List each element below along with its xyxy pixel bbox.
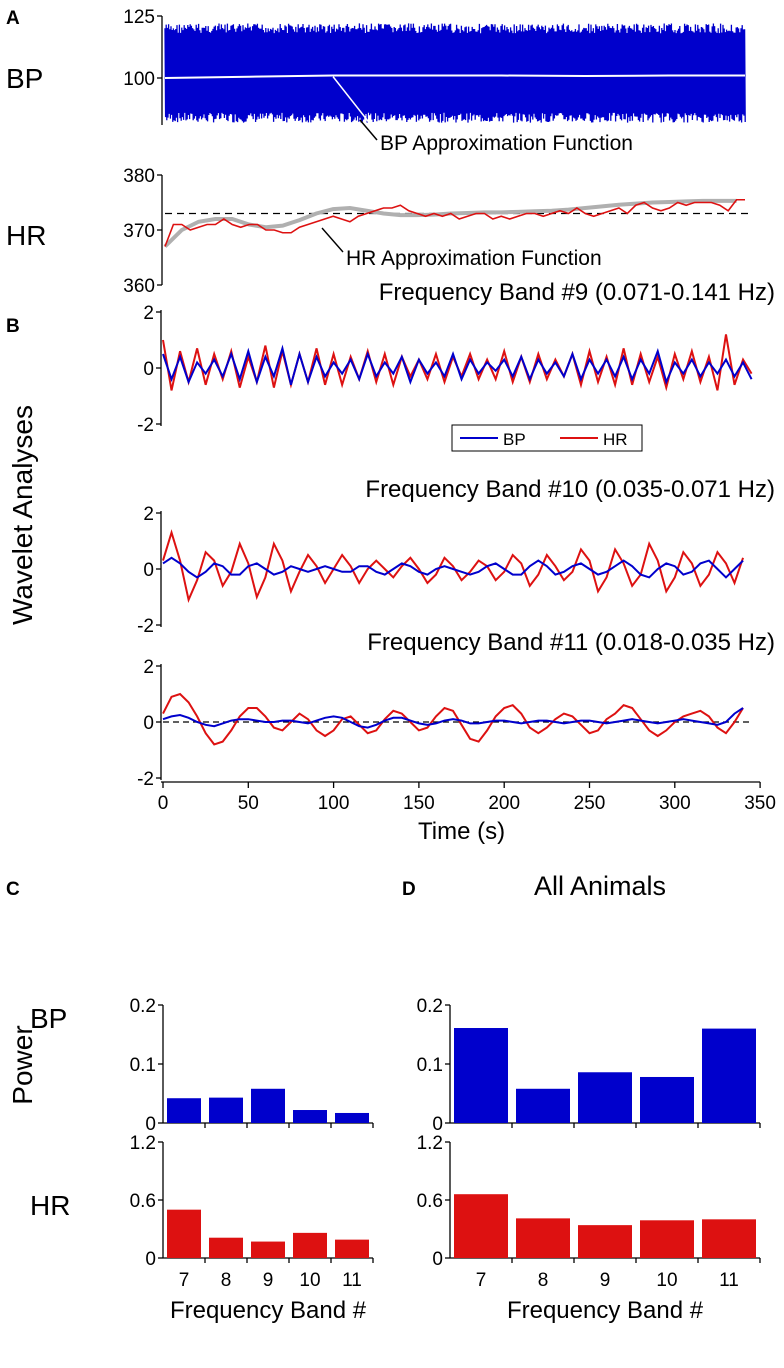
c-hr-bar-9 <box>251 1241 285 1258</box>
c-hr-x-tick-label: 10 <box>299 1270 320 1291</box>
bp-raw-y-tick-label: 125 <box>123 7 155 28</box>
legend-bp-label: BP <box>503 430 526 449</box>
bp-approximation-line <box>164 74 745 79</box>
band11-hr-line <box>162 692 744 746</box>
time-x-tick-label: 100 <box>318 793 350 814</box>
c-bp-row-label: BP <box>30 1003 67 1034</box>
c-bp-bar-11 <box>335 1112 369 1123</box>
time-x-tick-label: 350 <box>744 793 776 814</box>
d-hr-bar-10 <box>640 1220 694 1258</box>
c-hr-x-tick-label: 11 <box>342 1270 362 1291</box>
d-hr-x-tick-label: 9 <box>600 1270 611 1291</box>
d-hr-x-tick-label: 8 <box>538 1270 549 1291</box>
c-bp-bar-9 <box>251 1088 285 1123</box>
panel-label-b: B <box>6 316 20 337</box>
time-x-axis-label: Time (s) <box>418 818 505 845</box>
hr-raw-y-tick-label: 360 <box>123 276 155 297</box>
d-bp-y-tick-label: 0.1 <box>417 1055 443 1076</box>
c-hr-y-tick-label: 0.6 <box>130 1191 156 1212</box>
time-x-tick-label: 0 <box>158 793 169 814</box>
d-hr-x-tick-label: 11 <box>719 1270 739 1291</box>
c-hr-x-axis-label: Frequency Band # <box>170 1297 367 1324</box>
legend-hr-label: HR <box>603 430 628 449</box>
d-bp-bar-11 <box>702 1028 756 1123</box>
c-hr-bar-8 <box>209 1237 243 1258</box>
d-bp-bar-9 <box>578 1072 632 1123</box>
hr-raw-signal <box>164 198 745 247</box>
bp-raw-signal <box>164 23 746 123</box>
band11-bp-line <box>162 707 744 729</box>
d-bp-y-tick-label: 0 <box>432 1114 443 1135</box>
hr-raw-y-tick-label: 380 <box>123 166 155 187</box>
c-hr-row-label: HR <box>30 1190 70 1221</box>
time-x-tick-label: 250 <box>574 793 606 814</box>
time-x-tick-label: 200 <box>488 793 520 814</box>
bp-annotation-leader <box>332 76 376 131</box>
bp-annotation-leader-outside <box>359 119 378 141</box>
bp-raw-y-tick-label: 100 <box>123 69 155 90</box>
d-bp-bar-8 <box>516 1088 570 1123</box>
hr-annotation-leader <box>321 227 344 253</box>
hr-annotation: HR Approximation Function <box>346 247 602 270</box>
c-hr-x-tick-label: 7 <box>179 1270 190 1291</box>
bp-row-label: BP <box>6 63 43 94</box>
band10-y-tick-label: 2 <box>143 504 154 525</box>
d-hr-y-tick-label: 0 <box>432 1249 443 1270</box>
band11-y-tick-label: -2 <box>137 769 154 790</box>
hr-raw-y-tick-label: 370 <box>123 221 155 242</box>
band9-title: Frequency Band #9 (0.071-0.141 Hz) <box>379 279 775 306</box>
panel-label-c: C <box>6 879 20 900</box>
time-x-tick-label: 50 <box>238 793 259 814</box>
c-hr-bar-11 <box>335 1239 369 1258</box>
c-bp-bar-7 <box>167 1098 201 1123</box>
panel-label-d: D <box>402 879 416 900</box>
band10-y-tick-label: 0 <box>143 560 154 581</box>
c-bp-bar-8 <box>209 1097 243 1123</box>
d-hr-bar-9 <box>578 1225 632 1258</box>
d-hr-y-tick-label: 0.6 <box>417 1191 443 1212</box>
c-bp-bar-10 <box>293 1110 327 1123</box>
c-hr-bar-10 <box>293 1232 327 1258</box>
c-hr-y-tick-label: 1.2 <box>130 1133 156 1154</box>
c-hr-bar-7 <box>167 1209 201 1258</box>
d-hr-bar-8 <box>516 1218 570 1258</box>
d-hr-bar-7 <box>454 1194 508 1258</box>
c-bp-y-tick-label: 0.1 <box>130 1055 156 1076</box>
c-hr-x-tick-label: 8 <box>221 1270 232 1291</box>
c-hr-x-tick-label: 9 <box>263 1270 274 1291</box>
c-bp-y-tick-label: 0.2 <box>130 996 156 1017</box>
bp-annotation: BP Approximation Function <box>380 132 633 155</box>
d-bp-bar-7 <box>454 1028 508 1123</box>
time-x-tick-label: 300 <box>659 793 691 814</box>
d-bp-y-tick-label: 0.2 <box>417 996 443 1017</box>
hr-row-label: HR <box>6 220 46 251</box>
c-hr-y-tick-label: 0 <box>145 1249 156 1270</box>
band10-hr-line <box>162 529 744 604</box>
time-x-tick-label: 150 <box>403 793 435 814</box>
band9-bp-line <box>162 344 753 386</box>
d-bp-bar-10 <box>640 1076 694 1123</box>
band9-y-tick-label: 2 <box>143 303 154 324</box>
wavelet-axis-label: Wavelet Analyses <box>7 405 38 625</box>
band10-bp-line <box>162 556 744 579</box>
band9-y-tick-label: -2 <box>137 415 154 436</box>
c-bp-y-tick-label: 0 <box>145 1114 156 1135</box>
d-hr-x-tick-label: 10 <box>656 1270 677 1291</box>
power-axis-label: Power <box>7 1025 38 1104</box>
d-hr-x-axis-label: Frequency Band # <box>507 1297 704 1324</box>
band10-y-tick-label: -2 <box>137 616 154 637</box>
band9-y-tick-label: 0 <box>143 359 154 380</box>
band11-y-tick-label: 0 <box>143 713 154 734</box>
d-hr-bar-11 <box>702 1219 756 1258</box>
all-animals-title: All Animals <box>534 871 666 901</box>
band11-y-tick-label: 2 <box>143 657 154 678</box>
panel-label-a: A <box>6 8 20 29</box>
d-hr-x-tick-label: 7 <box>476 1270 487 1291</box>
d-hr-y-tick-label: 1.2 <box>417 1133 443 1154</box>
band10-title: Frequency Band #10 (0.035-0.071 Hz) <box>365 476 775 503</box>
band11-title: Frequency Band #11 (0.018-0.035 Hz) <box>367 629 775 656</box>
